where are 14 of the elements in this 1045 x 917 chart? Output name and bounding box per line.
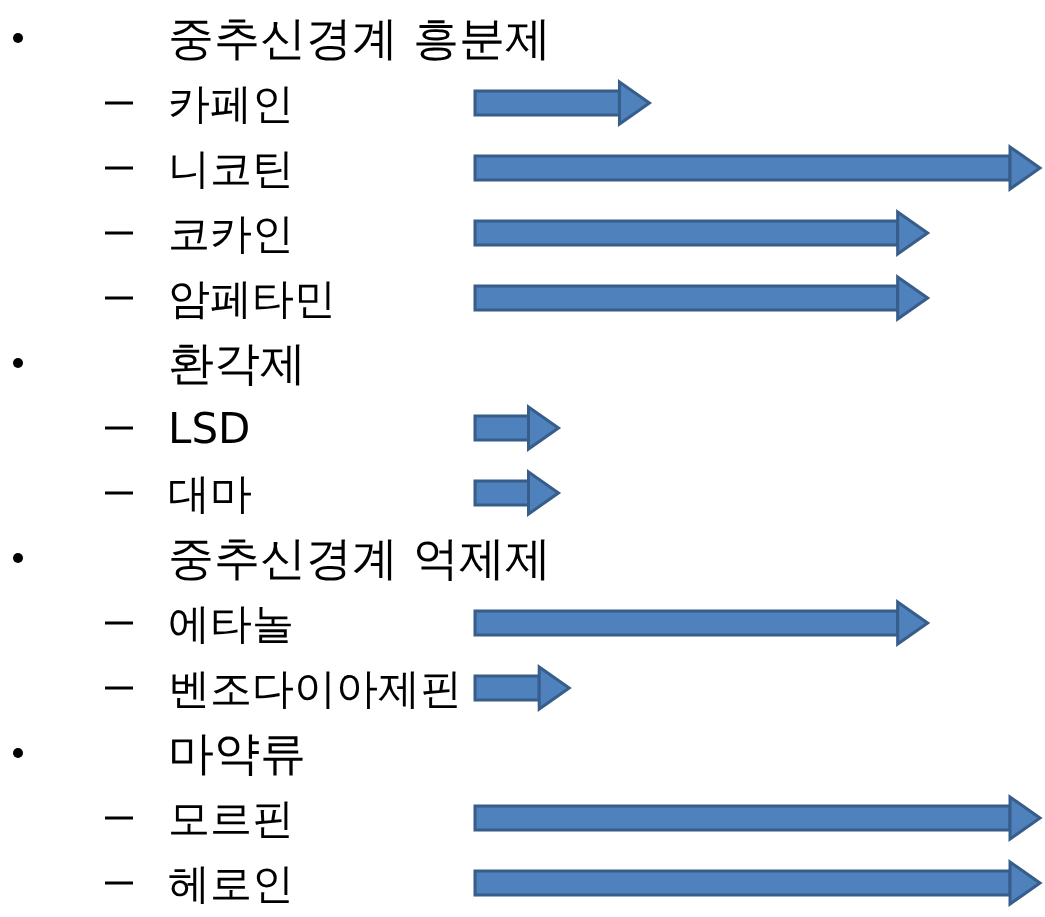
y-tick-label: 헤로인 <box>168 858 294 908</box>
y-tick-label: 암페타민 <box>168 273 336 323</box>
y-tick-label: 벤조다이아제핀 <box>168 663 462 713</box>
y-tick-label: 에타놀 <box>168 598 294 648</box>
y-tick-label: 마약류 <box>168 726 306 780</box>
y-tick-label: 중추신경계 억제제 <box>168 531 551 585</box>
y-tick-label: 코카인 <box>168 208 294 258</box>
y-tick-label: LSD <box>168 403 251 453</box>
y-tick-label: 중추신경계 흥분제 <box>168 11 551 65</box>
y-tick-label: 모르핀 <box>168 793 294 843</box>
y-tick-label: 니코틴 <box>168 143 294 193</box>
y-tick-label: 대마 <box>168 468 252 518</box>
y-tick-label: 환각제 <box>168 336 306 390</box>
y-tick-label: 카페인 <box>168 78 294 128</box>
